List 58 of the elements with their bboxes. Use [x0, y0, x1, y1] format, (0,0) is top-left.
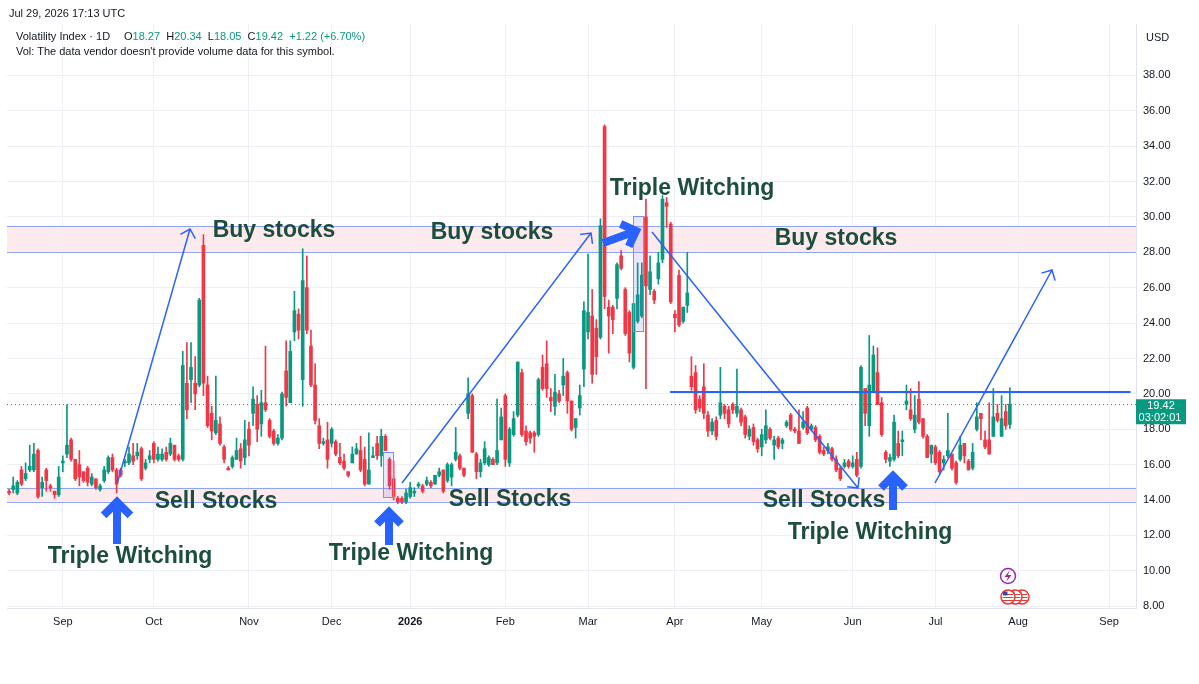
x-tick-label: Jul [928, 614, 943, 627]
annotation: Sell Stocks [448, 484, 572, 511]
candlestick [453, 427, 458, 462]
x-tick-label: Mar [578, 614, 598, 627]
y-tick-label: 32.00 [1143, 174, 1171, 187]
annotation: Buy stocks [212, 215, 336, 242]
candlestick [772, 436, 776, 460]
x-tick-label: Sep [1099, 614, 1119, 627]
y-tick-label: 24.00 [1143, 316, 1171, 329]
annotation: Buy stocks [774, 223, 898, 250]
annotation: Sell Stocks [154, 486, 278, 513]
x-tick-label: 2026 [397, 614, 423, 627]
y-tick-label: 20.00 [1143, 386, 1171, 399]
annotation: Triple Witching [609, 173, 775, 200]
text: Volatility Index · 1D [16, 30, 111, 42]
candlestick [135, 443, 140, 460]
candlestick [532, 430, 537, 453]
y-tick-label: 30.00 [1143, 209, 1171, 222]
text: 03:02:01 [1138, 410, 1182, 423]
candlestick [979, 413, 983, 441]
annotation: Vol: The data vendor doesn't provide volume data for this symbol. [16, 44, 335, 57]
y-tick-label: 18.00 [1143, 422, 1171, 435]
text: Jul 29, 2026 17:13 UTC [9, 6, 126, 19]
text: O18.27 H20.34 L18.05 C19.42 +1.22 (+6.70%) [124, 30, 366, 42]
x-tick-label: Dec [321, 614, 342, 627]
x-tick-label: Feb [495, 614, 515, 627]
y-tick-label: 8.00 [1143, 599, 1165, 612]
annotation: Triple Witching [47, 541, 213, 568]
annotation: Buy stocks [430, 217, 554, 244]
x-tick-label: Apr [666, 614, 684, 627]
y-axis-title: USD [1146, 31, 1170, 44]
y-tick-label: 12.00 [1143, 528, 1171, 541]
candlestick [193, 356, 197, 411]
x-tick-label: Oct [145, 614, 163, 627]
y-tick-label: 14.00 [1143, 493, 1171, 506]
x-tick-label: Nov [239, 614, 260, 627]
annotation: Sell Stocks [762, 485, 886, 512]
y-tick-label: 28.00 [1143, 245, 1171, 258]
ref-line-label: 19.42 [1147, 398, 1175, 411]
y-tick-label: 22.00 [1143, 351, 1171, 364]
candlestick [214, 375, 218, 435]
candlestick [65, 404, 69, 458]
y-tick-label: 26.00 [1143, 280, 1171, 293]
y-tick-label: 10.00 [1143, 563, 1171, 576]
annotation: Triple Witching [328, 538, 494, 565]
y-tick-label: 36.00 [1143, 103, 1171, 116]
candlestick [27, 444, 32, 473]
y-tick-label: 34.00 [1143, 139, 1171, 152]
candlestick [561, 358, 566, 396]
x-tick-label: Aug [1008, 614, 1028, 627]
y-tick-label: 16.00 [1143, 457, 1171, 470]
x-tick-label: Sep [53, 614, 73, 627]
y-tick-label: 38.00 [1143, 68, 1171, 81]
candlestick [850, 455, 855, 469]
x-tick-label: Jun [843, 614, 862, 627]
candlestick [606, 299, 611, 354]
x-tick-label: May [751, 614, 773, 627]
annotation: Triple Witching [787, 517, 953, 544]
